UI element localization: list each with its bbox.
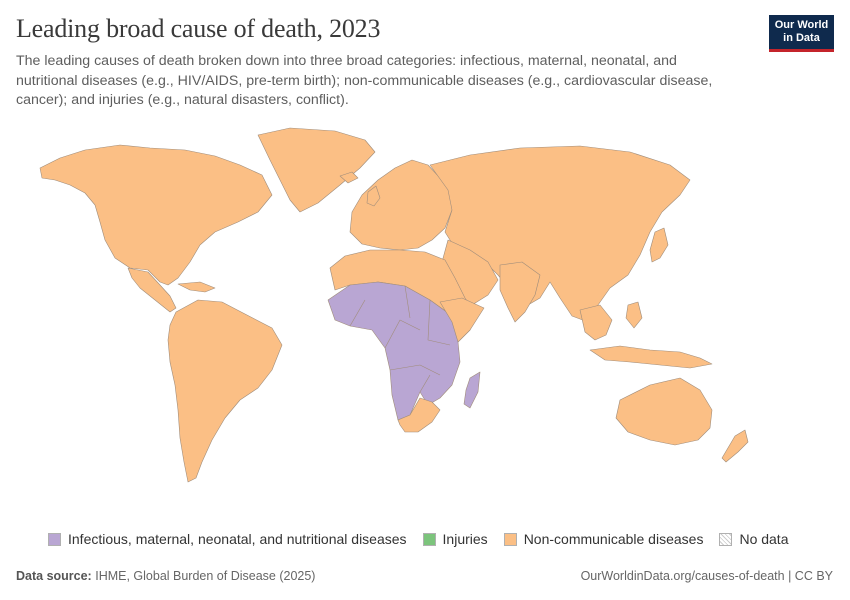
region-uk[interactable]	[366, 185, 381, 207]
region-central-america[interactable]	[127, 267, 177, 313]
legend-item-nodata[interactable]: No data	[719, 531, 789, 547]
region-australia[interactable]	[615, 377, 713, 446]
region-north-america[interactable]	[39, 144, 273, 286]
world-map[interactable]	[0, 120, 850, 520]
owid-logo[interactable]: Our World in Data	[769, 15, 834, 52]
url-license[interactable]: OurWorldinData.org/causes-of-death | CC …	[580, 569, 833, 583]
chart-subtitle: The leading causes of death broken down …	[16, 53, 713, 108]
region-japan[interactable]	[649, 227, 669, 263]
logo-line-2: in Data	[783, 32, 820, 44]
region-sub-saharan-africa[interactable]	[327, 281, 479, 421]
region-philippines[interactable]	[625, 301, 643, 329]
region-iceland[interactable]	[339, 171, 359, 184]
legend-label-injuries: Injuries	[442, 531, 488, 547]
region-madagascar[interactable]	[463, 371, 481, 409]
legend-label-noncommunicable: Non-communicable diseases	[523, 531, 704, 547]
legend: Infectious, maternal, neonatal, and nutr…	[48, 531, 805, 547]
logo-line-1: Our World	[774, 19, 829, 31]
legend-swatch-nodata	[719, 532, 733, 546]
africa-borders	[349, 285, 451, 393]
region-greenland[interactable]	[257, 127, 376, 213]
legend-label-infectious: Infectious, maternal, neonatal, and nutr…	[68, 531, 407, 547]
region-horn-of-africa[interactable]	[439, 297, 485, 343]
region-india[interactable]	[499, 261, 541, 323]
data-source-value: IHME, Global Burden of Disease (2025)	[95, 569, 316, 583]
legend-item-injuries[interactable]: Injuries	[422, 531, 488, 547]
region-southeast-asia[interactable]	[579, 304, 613, 341]
region-southern-africa[interactable]	[397, 397, 441, 433]
region-indonesia[interactable]	[589, 345, 713, 369]
region-new-zealand[interactable]	[721, 429, 749, 463]
region-caribbean[interactable]	[177, 281, 216, 293]
region-south-america[interactable]	[167, 299, 283, 483]
legend-swatch-noncommunicable	[503, 532, 517, 546]
legend-item-noncommunicable[interactable]: Non-communicable diseases	[503, 531, 704, 547]
legend-label-nodata: No data	[739, 531, 789, 547]
legend-item-infectious[interactable]: Infectious, maternal, neonatal, and nutr…	[48, 531, 407, 547]
data-source-label: Data source:	[16, 569, 92, 583]
chart-title: Leading broad cause of death, 2023	[16, 14, 381, 43]
data-source: Data source: IHME, Global Burden of Dise…	[16, 569, 315, 583]
legend-swatch-injuries	[422, 532, 436, 546]
legend-swatch-infectious	[48, 532, 61, 546]
